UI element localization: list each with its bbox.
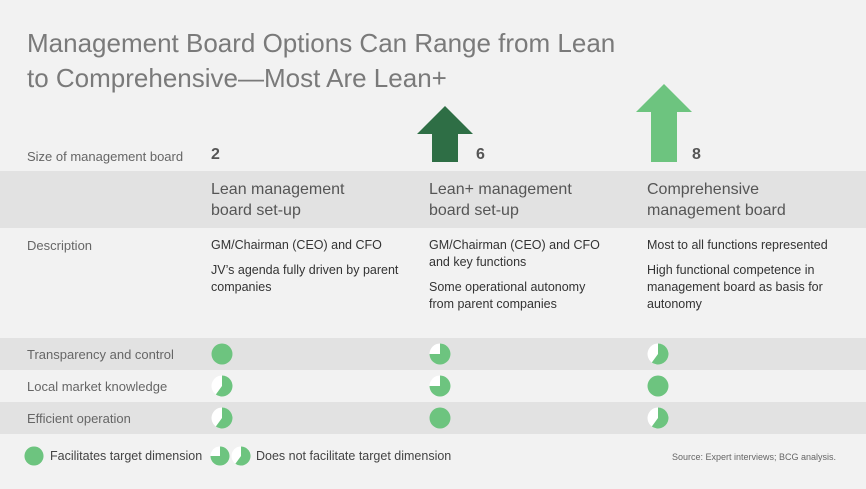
harvey-ball-fill (210, 446, 230, 466)
title-line-1: Management Board Options Can Range from … (27, 28, 616, 58)
harvey-ball-icon (211, 343, 233, 365)
description-lean-plus: GM/Chairman (CEO) and CFO and key functi… (429, 238, 600, 311)
criteria-label-local-market: Local market knowledge (27, 379, 168, 394)
heading-band (0, 171, 866, 228)
legend-facilitates: Facilitates target dimension (50, 449, 203, 463)
harvey-ball-background (211, 343, 233, 365)
criteria-label-transparency: Transparency and control (27, 347, 174, 362)
harvey-ball-fill (429, 343, 451, 365)
legend-three-quarter-icon (210, 446, 230, 466)
column-heading-comprehensive: Comprehensive management board (647, 181, 786, 219)
description-label: Description (27, 238, 93, 253)
size-value-lean-plus: 6 (476, 146, 485, 163)
criteria-label-efficient: Efficient operation (27, 411, 131, 426)
harvey-ball-background (647, 375, 669, 397)
size-label: Size of management board (27, 149, 184, 164)
harvey-ball-background (429, 407, 451, 429)
harvey-ball-icon (429, 407, 451, 429)
harvey-ball-icon (647, 343, 669, 365)
harvey-ball-fill (429, 375, 451, 397)
harvey-ball-fill (651, 407, 669, 429)
harvey-ball-icon (211, 375, 233, 397)
page-title: Management Board Options Can Range from … (27, 26, 615, 96)
harvey-ball-fill (215, 407, 233, 429)
size-value-lean: 2 (211, 146, 220, 163)
harvey-ball-fill (651, 343, 669, 365)
size-value-comprehensive: 8 (692, 146, 701, 163)
column-heading-lean-plus: Lean+ management board set-up (429, 181, 572, 219)
harvey-ball-background (24, 446, 44, 466)
source-note: Source: Expert interviews; BCG analysis. (671, 452, 836, 462)
harvey-ball-fill (215, 375, 233, 397)
description-comprehensive: Most to all functions represented High f… (647, 238, 828, 311)
legend-quarter-icon (231, 446, 251, 466)
description-lean: GM/Chairman (CEO) and CFO JV’s agenda fu… (211, 238, 399, 294)
arrow-up-icon-comprehensive (636, 84, 692, 162)
column-heading-lean: Lean management board set-up (211, 181, 345, 219)
title-line-2: to Comprehensive—Most Are Lean+ (27, 63, 447, 93)
harvey-ball-icon (647, 375, 669, 397)
harvey-ball-icon (429, 343, 451, 365)
legend-not-facilitates: Does not facilitate target dimension (256, 449, 452, 463)
harvey-ball-icon (647, 407, 669, 429)
harvey-ball-icon (429, 375, 451, 397)
harvey-ball-fill (235, 446, 251, 466)
legend-full-circle-icon (24, 446, 44, 466)
harvey-ball-icon (211, 407, 233, 429)
arrow-up-icon-lean-plus (417, 106, 473, 162)
